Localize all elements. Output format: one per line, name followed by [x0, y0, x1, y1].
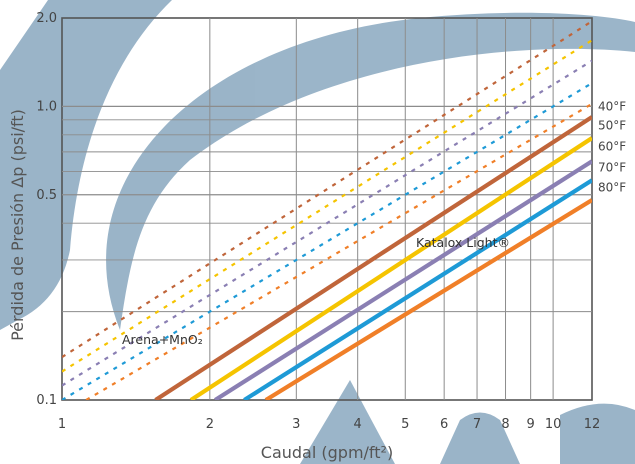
annotation-katalox: Katalox Light® [416, 235, 510, 250]
plot-frame [61, 17, 593, 401]
series-solid-line-3 [243, 178, 592, 400]
legend-entry: 70°F [598, 160, 626, 174]
x-tick-label: 12 [584, 417, 601, 432]
x-tick-label: 1 [58, 417, 66, 432]
legend-entry: 60°F [598, 140, 626, 154]
x-tick-label: 10 [545, 417, 562, 432]
y-axis-title: Pérdida de Presión Δp (psi/ft) [8, 109, 27, 341]
grid [62, 18, 592, 400]
series-dotted-line-4 [85, 102, 592, 400]
series-dotted-line-0 [62, 20, 592, 359]
series-dotted-line-2 [62, 59, 592, 387]
series-lines [62, 20, 592, 400]
series-solid-line-1 [189, 136, 592, 400]
series-solid-line-0 [154, 115, 592, 400]
series-solid-line-2 [213, 159, 592, 400]
x-tick-label: 5 [401, 417, 409, 432]
legend: 40°F 50°F 60°F 70°F 80°F [598, 99, 626, 194]
series-dotted-line-1 [62, 39, 592, 373]
x-tick-labels: 1 2 3 4 5 6 7 8 9 10 12 [58, 417, 600, 432]
x-tick-label: 4 [354, 417, 362, 432]
x-tick-label: 8 [501, 417, 509, 432]
x-tick-label: 3 [292, 417, 300, 432]
legend-entry: 50°F [598, 119, 626, 133]
legend-entry: 40°F [598, 99, 626, 113]
series-solid-line-4 [264, 198, 592, 400]
x-tick-label: 6 [440, 417, 448, 432]
legend-entry: 80°F [598, 180, 626, 194]
series-dotted-line-3 [62, 82, 592, 400]
y-tick-label: 0.5 [36, 188, 57, 203]
y-tick-labels: 0.1 0.5 1.0 2.0 [36, 11, 57, 408]
annotation-arena: Arena+MnO₂ [122, 332, 203, 347]
y-tick-label: 2.0 [36, 11, 57, 26]
x-tick-label: 2 [206, 417, 214, 432]
x-tick-label: 9 [527, 417, 535, 432]
y-tick-label: 1.0 [36, 99, 57, 114]
x-tick-label: 7 [473, 417, 481, 432]
x-axis-title: Caudal (gpm/ft²) [261, 443, 393, 462]
y-tick-label: 0.1 [36, 393, 57, 408]
